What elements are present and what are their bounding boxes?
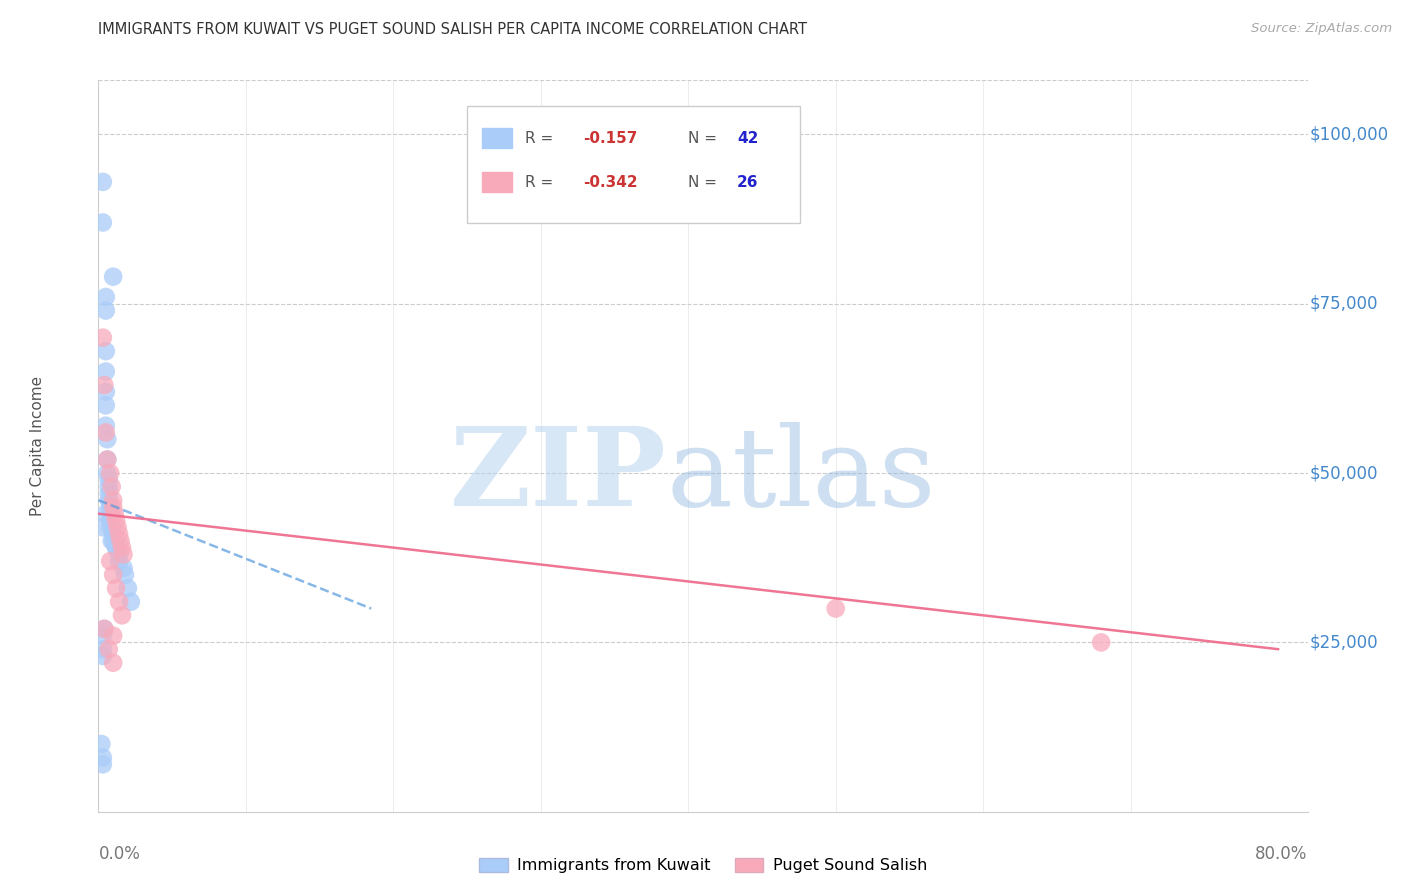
Point (96, 452, 118, 467)
Text: 0.0%: 0.0% (98, 845, 141, 863)
Point (97, 486, 120, 500)
Point (91, 520, 114, 534)
Point (105, 514, 128, 528)
Point (101, 656, 124, 670)
Point (94, 384, 117, 399)
Text: $25,000: $25,000 (1310, 633, 1379, 651)
Text: -0.342: -0.342 (583, 175, 638, 190)
Point (91, 642, 114, 657)
Point (91, 215, 114, 229)
Point (101, 527, 124, 541)
Point (96, 432, 118, 446)
Text: 80.0%: 80.0% (1256, 845, 1308, 863)
Text: $75,000: $75,000 (1310, 294, 1378, 313)
Point (96, 466, 118, 480)
Text: R =: R = (526, 131, 554, 146)
Point (91, 757, 114, 772)
Point (100, 533, 122, 548)
Point (93, 378, 115, 392)
Point (101, 629, 124, 643)
Legend: Immigrants from Kuwait, Puget Sound Salish: Immigrants from Kuwait, Puget Sound Sali… (472, 851, 934, 880)
Point (96, 452, 118, 467)
Point (94, 398, 117, 412)
Point (101, 567, 124, 582)
Point (94, 364, 117, 378)
Point (105, 541, 128, 555)
Text: IMMIGRANTS FROM KUWAIT VS PUGET SOUND SALISH PER CAPITA INCOME CORRELATION CHART: IMMIGRANTS FROM KUWAIT VS PUGET SOUND SA… (98, 22, 807, 37)
Point (91, 629, 114, 643)
Point (97, 493, 120, 508)
Point (105, 541, 128, 555)
Point (108, 595, 131, 609)
Point (117, 581, 139, 595)
Point (91, 331, 114, 345)
Point (112, 561, 135, 575)
Point (107, 520, 129, 534)
Point (91, 175, 114, 189)
Point (93, 622, 115, 636)
Text: $100,000: $100,000 (1310, 126, 1389, 144)
Point (101, 527, 124, 541)
Point (97, 642, 120, 657)
Point (1090, 635, 1112, 649)
Point (101, 493, 124, 508)
Text: atlas: atlas (666, 422, 936, 529)
Point (108, 547, 131, 561)
Point (104, 507, 127, 521)
FancyBboxPatch shape (482, 172, 512, 192)
Text: 42: 42 (737, 131, 758, 146)
Point (108, 527, 131, 541)
Point (97, 473, 120, 487)
Point (98, 520, 121, 534)
Point (94, 507, 117, 521)
Point (94, 344, 117, 359)
Point (114, 567, 136, 582)
Point (824, 601, 846, 615)
Point (101, 533, 124, 548)
Point (94, 418, 117, 433)
Text: $50,000: $50,000 (1310, 464, 1378, 482)
Text: -0.157: -0.157 (583, 131, 638, 146)
Point (111, 541, 134, 555)
Point (120, 595, 142, 609)
Point (100, 480, 122, 494)
FancyBboxPatch shape (467, 106, 800, 223)
Text: R =: R = (526, 175, 554, 190)
Point (97, 480, 120, 494)
Point (94, 290, 117, 304)
Point (98, 466, 121, 480)
Point (101, 269, 124, 284)
Point (112, 547, 135, 561)
Text: ZIP: ZIP (450, 422, 666, 529)
Point (101, 500, 124, 514)
Point (98, 554, 121, 568)
Text: 26: 26 (737, 175, 758, 190)
Text: N =: N = (689, 131, 717, 146)
Point (91, 648, 114, 663)
Point (105, 581, 128, 595)
Point (90, 737, 112, 751)
Text: N =: N = (689, 175, 717, 190)
Point (111, 608, 134, 623)
Point (98, 500, 121, 514)
Point (108, 554, 131, 568)
Text: Source: ZipAtlas.com: Source: ZipAtlas.com (1251, 22, 1392, 36)
Point (94, 425, 117, 440)
Point (110, 533, 132, 548)
FancyBboxPatch shape (482, 128, 512, 148)
Text: Per Capita Income: Per Capita Income (31, 376, 45, 516)
Point (98, 507, 121, 521)
Point (94, 303, 117, 318)
Point (98, 514, 121, 528)
Point (93, 622, 115, 636)
Point (91, 750, 114, 764)
